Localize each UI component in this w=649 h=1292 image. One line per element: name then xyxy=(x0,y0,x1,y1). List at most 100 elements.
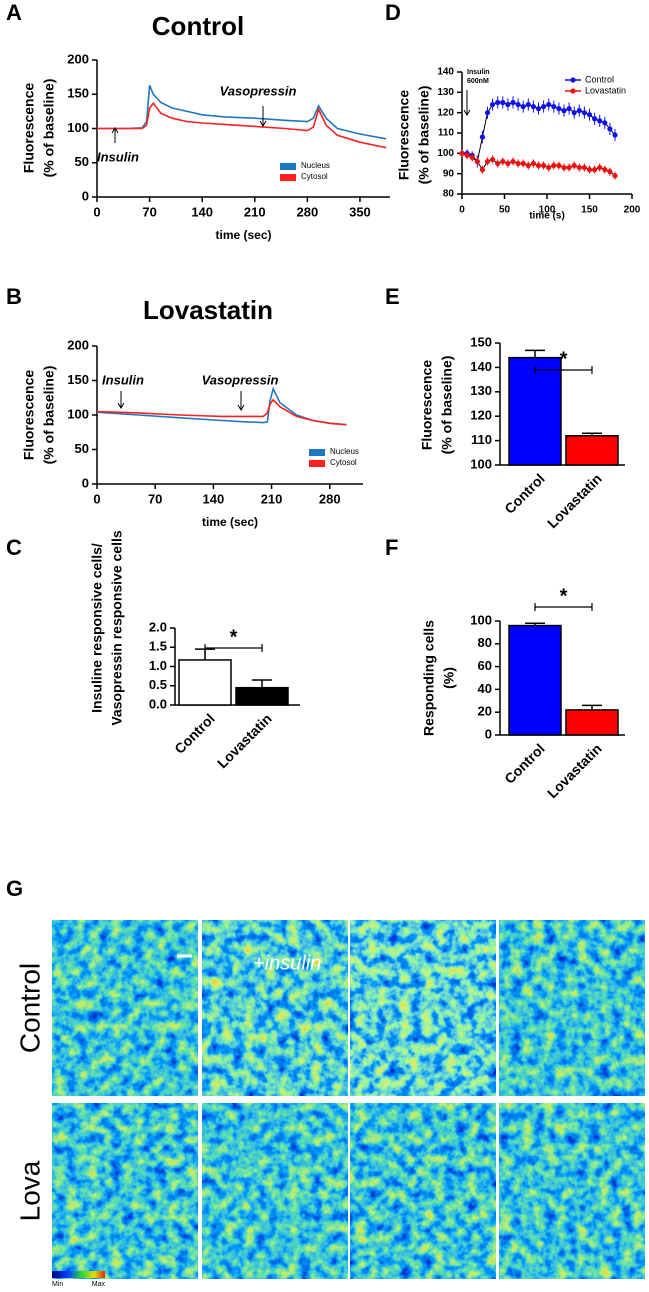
y-tick-label: 110 xyxy=(471,432,492,447)
data-point xyxy=(576,164,582,171)
annotation: Vasopressin xyxy=(202,372,279,387)
y-tick-label: 0 xyxy=(82,188,89,203)
data-point xyxy=(586,167,593,173)
data-point xyxy=(561,164,567,171)
data-point xyxy=(607,126,613,132)
data-point xyxy=(602,167,608,173)
data-point xyxy=(546,164,552,171)
data-point xyxy=(520,103,526,110)
data-point xyxy=(459,150,465,156)
x-tick-label: Lovastatin xyxy=(544,740,605,801)
chart-title: Lovastatin xyxy=(143,295,273,325)
data-line xyxy=(96,398,347,426)
annotation-arrowhead xyxy=(111,127,119,134)
x-tick-label: 70 xyxy=(142,204,156,219)
panel-letter: A xyxy=(6,0,22,25)
image-cell xyxy=(52,1103,198,1279)
data-point xyxy=(474,158,480,165)
bar xyxy=(565,434,619,466)
data-point xyxy=(556,106,562,112)
data-line xyxy=(97,84,387,140)
data-point xyxy=(592,167,598,173)
legend-swatch xyxy=(309,449,325,456)
data-point xyxy=(530,103,537,110)
x-tick-label: 210 xyxy=(261,491,283,506)
data-point xyxy=(597,118,603,124)
legend-marker xyxy=(570,77,576,83)
image-cell xyxy=(350,1103,496,1279)
data-point xyxy=(490,156,496,163)
data-point xyxy=(535,162,542,169)
x-tick-label: 70 xyxy=(148,491,162,506)
legend-swatch xyxy=(280,174,296,181)
annotation-arrowhead xyxy=(237,404,245,411)
x-axis-label: time (sec) xyxy=(202,515,258,529)
bar xyxy=(178,659,232,706)
data-point xyxy=(576,108,582,114)
data-point xyxy=(561,108,567,114)
y-tick-label: 100 xyxy=(67,406,89,421)
data-point xyxy=(541,162,547,169)
image-cell xyxy=(499,920,645,1096)
data-point xyxy=(469,154,475,160)
data-point xyxy=(612,132,618,138)
significance-bracket xyxy=(204,644,263,652)
y-tick-label: 1.5 xyxy=(149,639,167,654)
y-axis-label: (% of baseline) xyxy=(41,366,57,465)
y-axis-label: (%) xyxy=(441,667,457,689)
y-tick-label: 110 xyxy=(438,128,455,139)
y-tick-label: 100 xyxy=(470,456,492,471)
bar xyxy=(235,686,289,706)
annotation: Vasopressin xyxy=(220,83,297,98)
data-point xyxy=(500,99,506,106)
image-cell xyxy=(202,1103,348,1279)
x-tick-label: 350 xyxy=(349,204,371,219)
significance-bracket xyxy=(534,366,593,374)
y-tick-label: 150 xyxy=(470,334,492,349)
x-tick-label: 280 xyxy=(319,491,341,506)
overlay-label: +insulin xyxy=(253,952,321,974)
data-point xyxy=(571,110,577,116)
data-point xyxy=(495,99,501,106)
image-cell xyxy=(350,920,496,1096)
x-tick-label: 0 xyxy=(459,205,465,216)
x-tick-label: 210 xyxy=(244,204,266,219)
y-tick-label: 50 xyxy=(75,441,89,456)
image-cell xyxy=(202,920,348,1096)
image-cell xyxy=(499,1103,645,1279)
y-tick-label: 150 xyxy=(67,86,89,101)
bar xyxy=(508,356,562,466)
y-tick-label: 130 xyxy=(470,383,492,398)
x-tick-label: Control xyxy=(501,740,548,787)
data-point xyxy=(500,158,506,165)
data-point xyxy=(602,120,608,126)
legend-label: Cytosol xyxy=(330,458,357,467)
x-tick-label: 50 xyxy=(499,205,511,216)
significance-bracket xyxy=(534,603,593,611)
y-axis-label: Insuline responsive cells/ xyxy=(89,543,105,713)
y-tick-label: 200 xyxy=(67,51,89,66)
y-axis-label: Vasopressin responsive cells xyxy=(109,530,125,726)
data-point xyxy=(597,164,603,171)
y-tick-label: 80 xyxy=(478,635,492,650)
y-tick-label: 0 xyxy=(485,726,492,741)
y-tick-label: 140 xyxy=(437,67,454,78)
x-tick-label: Control xyxy=(501,470,548,517)
significance-label: * xyxy=(560,348,568,370)
annotation: 600nM xyxy=(467,78,489,85)
data-point xyxy=(592,116,598,122)
y-tick-label: 90 xyxy=(443,168,455,179)
data-point xyxy=(530,160,537,167)
y-tick-label: 0.5 xyxy=(149,677,167,692)
panel-letter: E xyxy=(385,284,400,309)
y-tick-label: 100 xyxy=(67,120,89,135)
chart-title: Control xyxy=(152,11,244,41)
data-point xyxy=(551,162,557,169)
data-point xyxy=(581,164,588,171)
x-tick-label: Lovastatin xyxy=(214,710,275,771)
y-tick-label: 120 xyxy=(437,107,454,118)
data-point xyxy=(571,162,577,169)
annotation-arrowhead xyxy=(117,402,125,409)
legend-label: Nucleus xyxy=(330,447,359,456)
